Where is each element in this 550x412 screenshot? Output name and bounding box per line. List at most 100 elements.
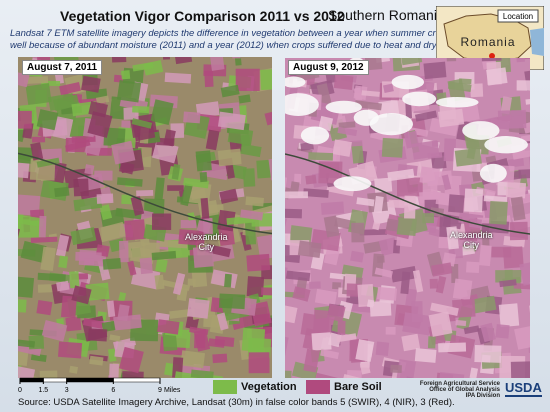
field [359, 361, 371, 375]
field [446, 58, 457, 62]
field [323, 215, 340, 238]
field [374, 177, 393, 193]
field [23, 76, 49, 84]
field [463, 325, 480, 335]
field [238, 94, 251, 104]
field [152, 140, 179, 164]
field [73, 196, 103, 212]
field [437, 108, 465, 128]
field [246, 253, 271, 272]
field [127, 260, 137, 276]
credit-line: Foreign Agricultural Service [419, 381, 500, 387]
field [37, 272, 66, 282]
field [174, 57, 193, 65]
field [248, 352, 270, 374]
field [366, 299, 375, 308]
field [350, 250, 364, 263]
field [419, 166, 440, 185]
field [396, 217, 418, 237]
field [510, 196, 526, 221]
field [406, 126, 429, 137]
field [54, 186, 70, 198]
field [65, 316, 82, 332]
scale-label: 6 [111, 387, 115, 394]
inset-map: Location Romania [436, 6, 544, 70]
field [396, 177, 423, 197]
field [447, 81, 472, 92]
field [289, 225, 313, 246]
field [510, 361, 530, 378]
field [18, 214, 45, 228]
scale-label: 3 [65, 387, 69, 394]
field [305, 174, 317, 185]
field [337, 320, 346, 335]
field [443, 138, 457, 162]
field [369, 300, 392, 317]
field [124, 219, 146, 241]
field [193, 329, 211, 352]
cloud [479, 163, 507, 183]
field [195, 150, 212, 172]
field [130, 195, 145, 216]
field [448, 194, 465, 213]
field [71, 135, 96, 143]
title: Vegetation Vigor Comparison 2011 vs 2012 [60, 8, 345, 24]
field [442, 252, 457, 267]
field [84, 164, 95, 175]
field [381, 137, 404, 158]
field [118, 291, 127, 303]
field [479, 244, 492, 267]
field [64, 139, 91, 152]
field [87, 328, 108, 342]
field [18, 276, 35, 298]
field [303, 348, 320, 373]
field [412, 269, 424, 293]
field [70, 227, 97, 246]
field [495, 324, 510, 339]
field [218, 293, 246, 310]
field [195, 101, 220, 118]
field [122, 371, 144, 378]
field [519, 260, 530, 286]
field [285, 191, 308, 199]
field [509, 221, 528, 241]
field [235, 68, 260, 92]
field [242, 168, 256, 187]
field [400, 271, 411, 295]
legend-label: Bare Soil [334, 381, 382, 393]
legend-label: Vegetation [241, 381, 297, 393]
field [18, 338, 36, 348]
city-line: City [198, 242, 215, 252]
field [204, 70, 214, 88]
field [116, 177, 143, 187]
field [285, 208, 302, 219]
field [38, 215, 47, 238]
field [40, 246, 56, 272]
field [351, 141, 364, 164]
field [18, 298, 27, 313]
field [361, 90, 380, 97]
field [200, 197, 210, 220]
field [111, 140, 136, 165]
field [219, 188, 239, 204]
field [139, 257, 153, 275]
field [385, 218, 399, 232]
field [155, 258, 168, 273]
field [36, 157, 60, 168]
field [471, 295, 497, 314]
city-label: Alexandria City [450, 230, 493, 250]
cloud [285, 93, 319, 117]
field [57, 341, 83, 359]
field [491, 246, 512, 258]
field [294, 173, 302, 185]
field [109, 334, 121, 342]
field [18, 126, 26, 143]
field [359, 229, 387, 236]
credit-line: IPA Division [465, 393, 500, 399]
field [374, 267, 393, 278]
field [353, 87, 363, 101]
cloud [484, 136, 528, 154]
field [264, 107, 272, 126]
field [336, 333, 357, 343]
field [171, 163, 181, 180]
